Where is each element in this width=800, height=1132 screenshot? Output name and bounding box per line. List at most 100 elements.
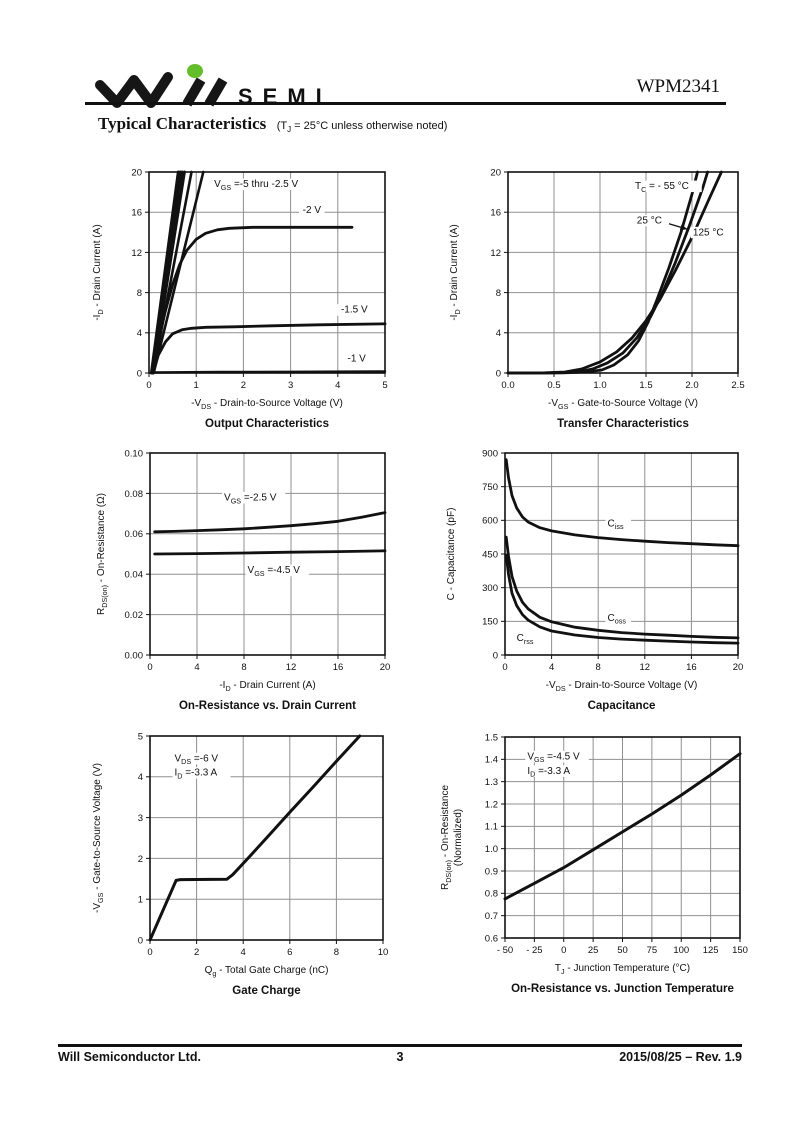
heading-condition: (TJ = 25°C unless otherwise noted) bbox=[276, 120, 448, 135]
svg-text:4: 4 bbox=[496, 328, 501, 339]
logo-green-dot bbox=[187, 64, 203, 78]
svg-text:(Normalized): (Normalized) bbox=[453, 809, 464, 866]
svg-text:12: 12 bbox=[490, 248, 501, 259]
svg-text:On-Resistance vs. Drain Curren: On-Resistance vs. Drain Current bbox=[179, 700, 356, 712]
svg-text:5: 5 bbox=[138, 731, 143, 742]
svg-text:0.9: 0.9 bbox=[485, 866, 498, 877]
svg-text:4: 4 bbox=[137, 328, 142, 339]
svg-text:Qg - Total Gate Charge (nC): Qg - Total Gate Charge (nC) bbox=[205, 965, 329, 978]
svg-text:125 °C: 125 °C bbox=[693, 227, 724, 238]
svg-text:-VGS - Gate-to-Source Voltage: -VGS - Gate-to-Source Voltage (V) bbox=[92, 763, 105, 913]
svg-text:VGS =-4.5 V: VGS =-4.5 V bbox=[248, 565, 301, 578]
svg-text:8: 8 bbox=[496, 288, 501, 299]
svg-text:2: 2 bbox=[138, 854, 143, 865]
page-title: Typical Characteristics bbox=[98, 114, 267, 133]
svg-text:1.0: 1.0 bbox=[485, 844, 498, 855]
part-number: WPM2341 bbox=[636, 76, 720, 97]
svg-text:Gate Charge: Gate Charge bbox=[232, 985, 300, 997]
svg-text:Transfer Characteristics: Transfer Characteristics bbox=[557, 418, 689, 430]
svg-text:450: 450 bbox=[482, 549, 498, 560]
svg-text:100: 100 bbox=[673, 945, 689, 956]
footer-company: Will Semiconductor Ltd. bbox=[58, 1050, 201, 1064]
svg-text:1.5: 1.5 bbox=[485, 732, 498, 743]
svg-text:- 25: - 25 bbox=[526, 945, 542, 956]
svg-text:-1.5 V: -1.5 V bbox=[341, 305, 368, 316]
svg-text:4: 4 bbox=[194, 662, 199, 673]
page-heading: Typical Characteristics (TJ = 25°C unles… bbox=[98, 114, 447, 134]
svg-text:-1 V: -1 V bbox=[348, 353, 367, 364]
svg-text:12: 12 bbox=[286, 662, 297, 673]
svg-text:0.5: 0.5 bbox=[547, 380, 560, 391]
logo-semi-text: SEMI bbox=[238, 84, 332, 109]
will-logo-graphic: SEMI bbox=[95, 64, 332, 109]
svg-text:1.5: 1.5 bbox=[639, 380, 652, 391]
svg-text:150: 150 bbox=[732, 945, 748, 956]
svg-text:0.04: 0.04 bbox=[125, 570, 144, 581]
svg-text:-VGS - Gate-to-Source Voltage: -VGS - Gate-to-Source Voltage (V) bbox=[548, 398, 698, 411]
svg-text:-ID - Drain Current (A): -ID - Drain Current (A) bbox=[92, 224, 105, 320]
logo-l-slash bbox=[204, 77, 228, 107]
svg-text:0: 0 bbox=[147, 662, 152, 673]
svg-text:0.00: 0.00 bbox=[125, 650, 144, 661]
svg-text:0.02: 0.02 bbox=[125, 610, 144, 621]
svg-text:ID =-3.3 A: ID =-3.3 A bbox=[527, 766, 570, 779]
svg-text:0: 0 bbox=[561, 945, 566, 956]
svg-text:4: 4 bbox=[549, 662, 554, 673]
svg-text:10: 10 bbox=[378, 947, 389, 958]
svg-text:0: 0 bbox=[146, 380, 151, 391]
svg-text:1.3: 1.3 bbox=[485, 777, 498, 788]
svg-text:25 °C: 25 °C bbox=[637, 215, 662, 226]
svg-text:3: 3 bbox=[288, 380, 293, 391]
svg-text:4: 4 bbox=[335, 380, 340, 391]
svg-text:8: 8 bbox=[241, 662, 246, 673]
svg-text:1: 1 bbox=[194, 380, 199, 391]
svg-text:8: 8 bbox=[334, 947, 339, 958]
svg-text:0.10: 0.10 bbox=[125, 448, 144, 459]
svg-text:50: 50 bbox=[617, 945, 628, 956]
svg-text:8: 8 bbox=[596, 662, 601, 673]
svg-text:2.5: 2.5 bbox=[731, 380, 744, 391]
svg-text:0: 0 bbox=[493, 650, 498, 661]
svg-text:Ciss: Ciss bbox=[608, 518, 624, 531]
svg-text:RDS(on) - On-Resistance: RDS(on) - On-Resistance bbox=[440, 785, 453, 890]
logo-i-slash bbox=[182, 77, 206, 107]
svg-text:1.1: 1.1 bbox=[485, 822, 498, 833]
will-semi-logo: SEMI bbox=[88, 50, 388, 110]
chart-gate-charge: VDS =-6 V ID =-3.3 A 0 2 4 6 8 10 0 1 2 3 4 5 Qg - Tot… bbox=[60, 722, 410, 1014]
svg-text:2: 2 bbox=[241, 380, 246, 391]
svg-text:16: 16 bbox=[490, 208, 501, 219]
svg-text:1.4: 1.4 bbox=[485, 755, 498, 766]
svg-text:- 50: - 50 bbox=[497, 945, 513, 956]
footer-page-number: 3 bbox=[396, 1050, 404, 1064]
svg-text:900: 900 bbox=[482, 448, 498, 459]
svg-text:On-Resistance vs. Junction Tem: On-Resistance vs. Junction Temperature bbox=[511, 983, 734, 995]
svg-text:C - Capacitance (pF): C - Capacitance (pF) bbox=[446, 508, 457, 601]
header-rule bbox=[85, 102, 726, 105]
svg-text:300: 300 bbox=[482, 583, 498, 594]
svg-text:6: 6 bbox=[287, 947, 292, 958]
footer-revision: 2015/08/25 – Rev. 1.9 bbox=[619, 1050, 742, 1064]
chart-transfer-characteristics: TC = - 55 °C 25 °C 125 °C 0.0 0.5 1.0 1.5 2.0 2.… bbox=[430, 158, 780, 450]
svg-text:0: 0 bbox=[502, 662, 507, 673]
svg-text:2.0: 2.0 bbox=[685, 380, 698, 391]
svg-text:RDS(on) - On-Resistance (Ω): RDS(on) - On-Resistance (Ω) bbox=[96, 493, 109, 615]
svg-text:2: 2 bbox=[194, 947, 199, 958]
svg-text:0: 0 bbox=[496, 368, 501, 379]
svg-text:600: 600 bbox=[482, 516, 498, 527]
svg-text:20: 20 bbox=[131, 167, 142, 178]
svg-text:0: 0 bbox=[138, 935, 143, 946]
svg-text:12: 12 bbox=[131, 248, 142, 259]
svg-text:0.7: 0.7 bbox=[485, 911, 498, 922]
svg-text:25: 25 bbox=[588, 945, 599, 956]
svg-text:125: 125 bbox=[703, 945, 719, 956]
svg-text:16: 16 bbox=[686, 662, 697, 673]
svg-text:150: 150 bbox=[482, 617, 498, 628]
svg-text:1: 1 bbox=[138, 895, 143, 906]
svg-text:0: 0 bbox=[137, 368, 142, 379]
svg-text:-ID - Drain Current (A): -ID - Drain Current (A) bbox=[449, 224, 462, 320]
svg-text:-ID - Drain Current (A): -ID - Drain Current (A) bbox=[219, 680, 315, 693]
svg-text:0.8: 0.8 bbox=[485, 889, 498, 900]
svg-text:Capacitance: Capacitance bbox=[588, 700, 656, 712]
svg-text:VGS =-2.5 V: VGS =-2.5 V bbox=[224, 492, 277, 505]
svg-text:20: 20 bbox=[733, 662, 744, 673]
